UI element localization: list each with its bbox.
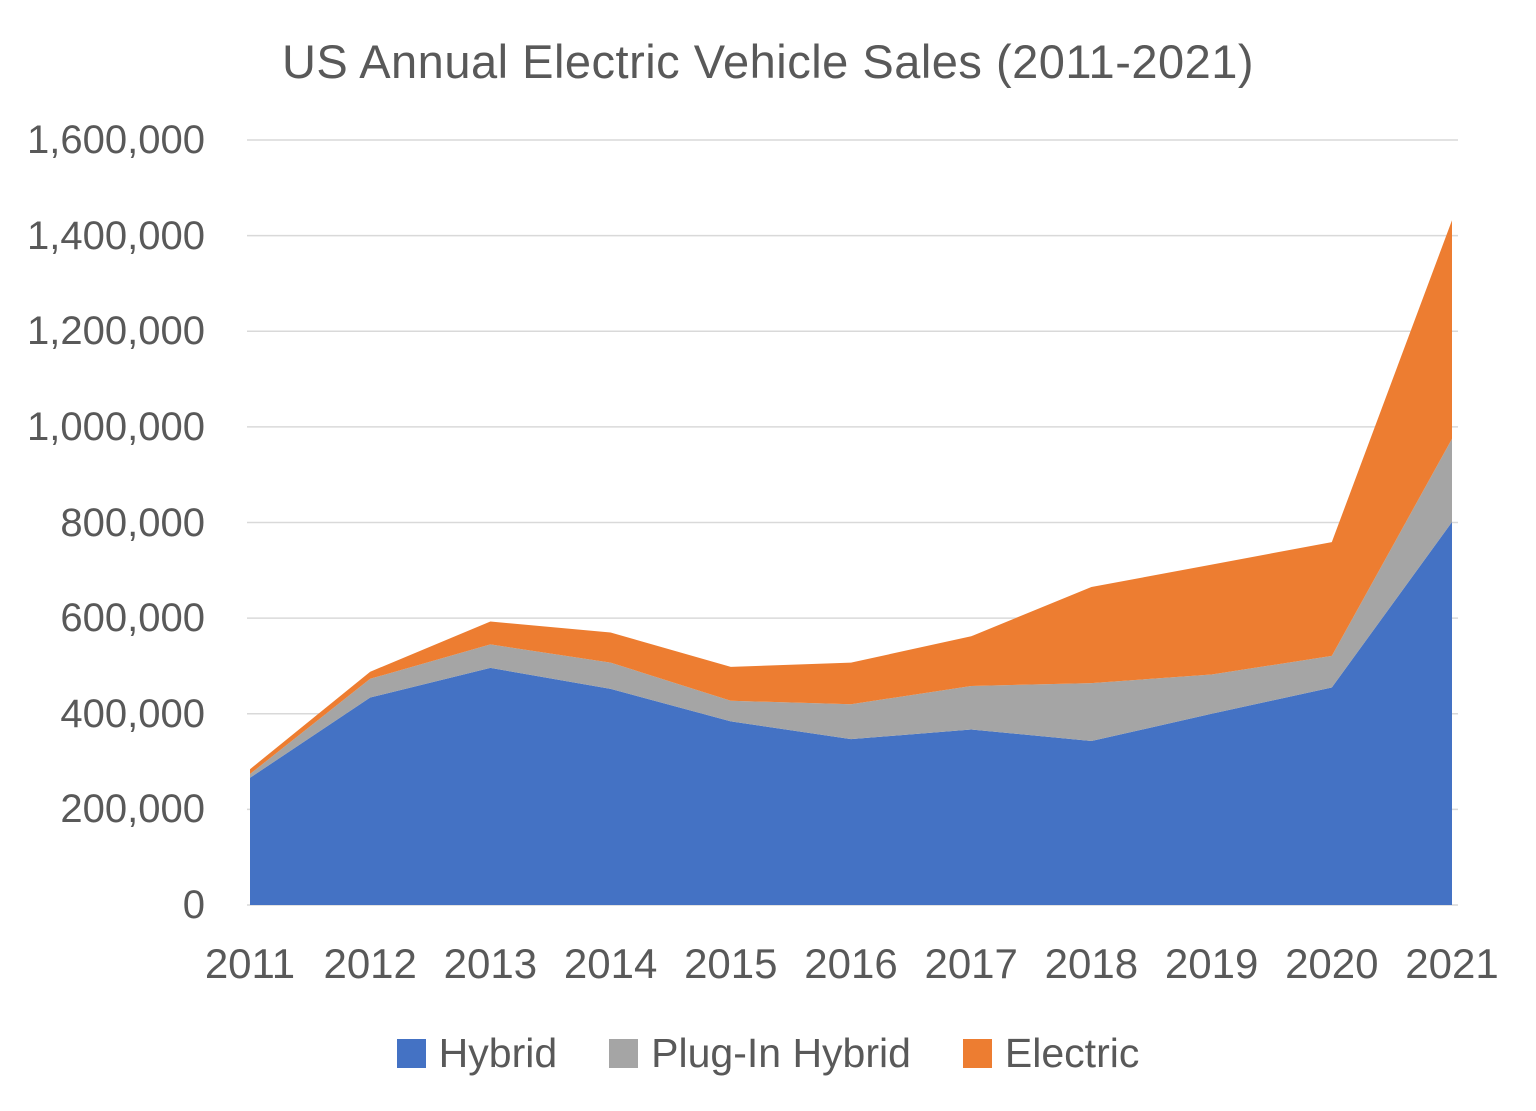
legend: Hybrid Plug-In Hybrid Electric bbox=[0, 1030, 1536, 1077]
y-axis-labels: 0 200,000 400,000 600,000 800,000 1,000,000 1,… bbox=[0, 0, 205, 1111]
x-tick-label: 2018 bbox=[1044, 940, 1139, 987]
x-tick-label: 2019 bbox=[1164, 940, 1259, 987]
area-plug-in-hybrid bbox=[250, 438, 1452, 778]
y-tick-label: 200,000 bbox=[60, 787, 205, 832]
x-tick-label: 2020 bbox=[1285, 940, 1379, 987]
x-tick-label: 2014 bbox=[563, 940, 658, 987]
x-tick-label: 2015 bbox=[684, 940, 778, 987]
x-tick-label: 2021 bbox=[1405, 940, 1499, 987]
legend-swatch-hybrid bbox=[396, 1039, 426, 1068]
y-tick-label: 1,200,000 bbox=[27, 309, 205, 354]
y-tick-label: 1,600,000 bbox=[27, 118, 205, 162]
legend-swatch-plug-in-hybrid bbox=[609, 1039, 639, 1068]
y-tick-label: 1,000,000 bbox=[27, 404, 205, 449]
y-tick-label: 600,000 bbox=[60, 596, 205, 641]
x-tick-label: 2013 bbox=[443, 940, 538, 987]
y-tick-label: 800,000 bbox=[60, 500, 205, 545]
legend-swatch-electric bbox=[962, 1039, 992, 1068]
legend-label-plug-in-hybrid: Plug-In Hybrid bbox=[651, 1030, 911, 1076]
area-hybrid bbox=[250, 522, 1452, 905]
legend-item-electric: Electric bbox=[962, 1030, 1140, 1077]
y-tick-label: 0 bbox=[182, 883, 205, 927]
x-tick-label: 2017 bbox=[924, 940, 1018, 987]
legend-label-electric: Electric bbox=[1004, 1030, 1140, 1076]
y-tick-label: 1,400,000 bbox=[27, 213, 205, 258]
x-tick-label: 2012 bbox=[323, 940, 417, 987]
legend-label-hybrid: Hybrid bbox=[438, 1030, 558, 1076]
x-axis-labels: 2011 2012 2013 2014 2015 2016 2017 2018 2019 2020… bbox=[0, 940, 1536, 1000]
area-electric bbox=[250, 220, 1452, 775]
x-tick-label: 2016 bbox=[804, 940, 898, 987]
legend-item-plug-in-hybrid: Plug-In Hybrid bbox=[609, 1030, 911, 1077]
chart-title: US Annual Electric Vehicle Sales (2011-2… bbox=[281, 35, 1255, 88]
y-tick-label: 400,000 bbox=[60, 691, 205, 736]
x-tick-label: 2011 bbox=[204, 940, 296, 987]
legend-item-hybrid: Hybrid bbox=[396, 1030, 558, 1077]
